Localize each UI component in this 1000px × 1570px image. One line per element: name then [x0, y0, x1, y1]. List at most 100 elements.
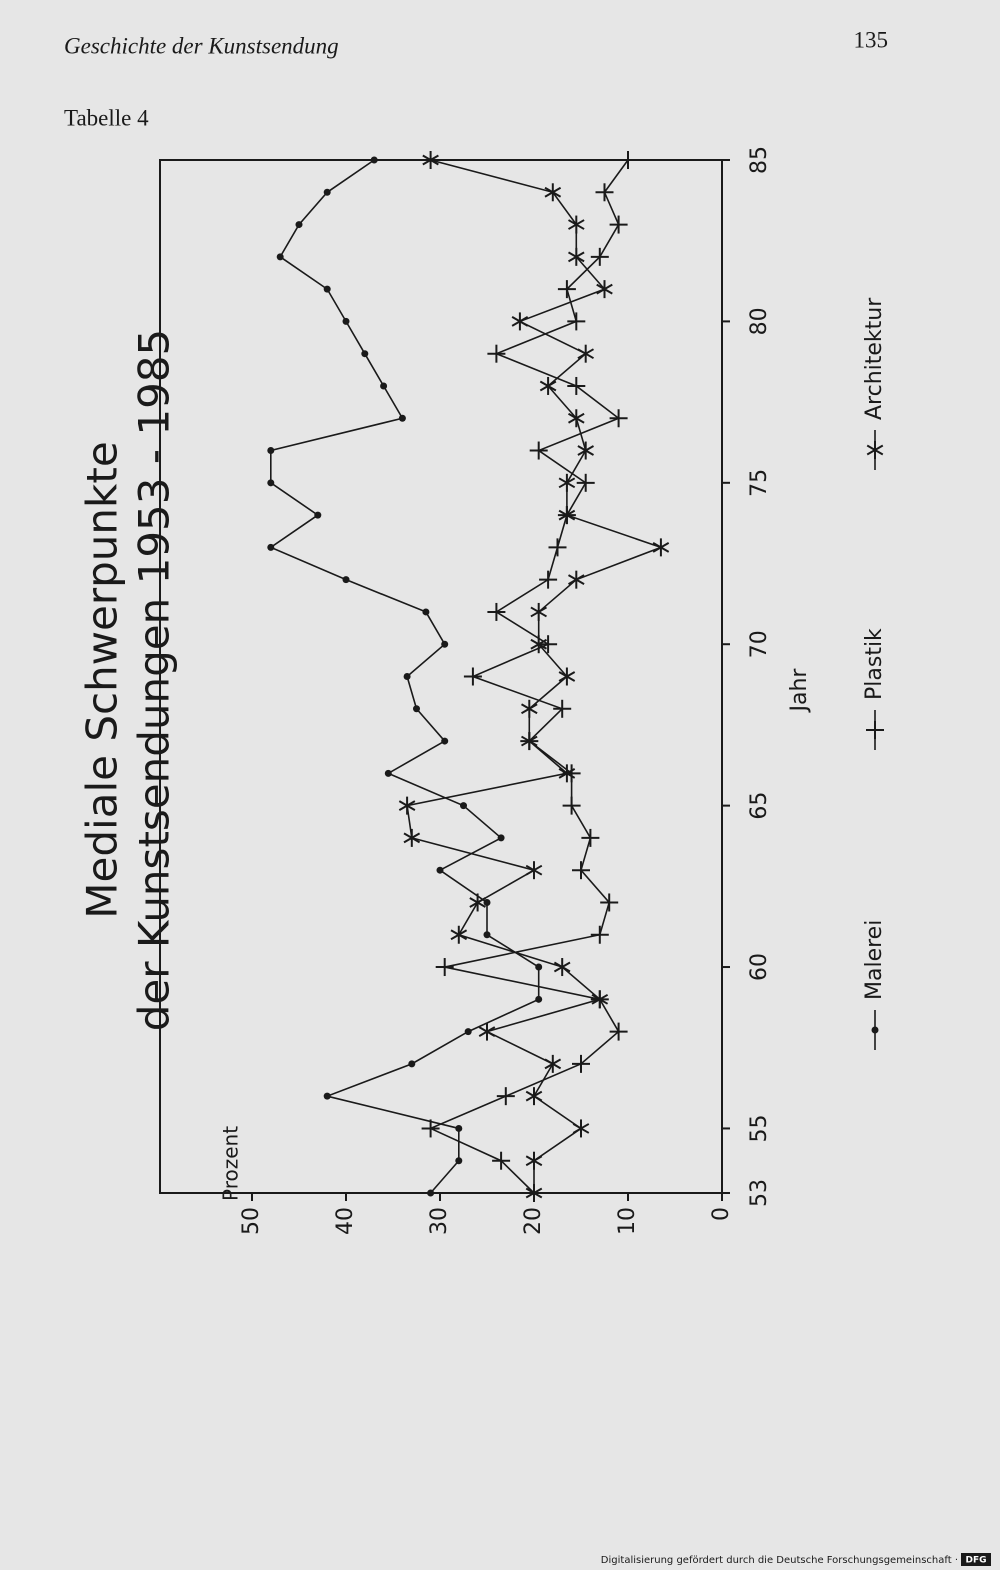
y-tick-label: 40	[333, 1207, 358, 1235]
dot	[413, 705, 420, 713]
x-tick-label: 80	[747, 307, 772, 335]
asterisk-arm	[450, 929, 468, 941]
dot	[267, 479, 275, 487]
asterisk-arm	[558, 767, 576, 779]
asterisk-arm	[568, 412, 585, 424]
marker	[267, 543, 275, 551]
marker	[276, 253, 284, 261]
asterisk-arm	[568, 574, 585, 586]
dot	[403, 673, 411, 680]
dot	[871, 1026, 879, 1034]
chart: Mediale Schwerpunkte der Kunstsendungen 1…	[78, 146, 888, 1235]
marker	[553, 699, 572, 718]
running-head: Geschichte der Kunstsendung	[64, 33, 339, 58]
marker	[463, 667, 482, 686]
dot	[408, 1060, 416, 1068]
marker	[535, 963, 543, 971]
x-tick-label: 75	[747, 469, 772, 497]
x-tick-label: 65	[747, 792, 772, 820]
marker	[422, 151, 439, 169]
marker	[323, 1092, 331, 1100]
asterisk-arm	[521, 703, 538, 715]
marker	[553, 958, 571, 977]
marker	[384, 769, 392, 777]
marker	[323, 188, 331, 196]
marker	[455, 1157, 463, 1165]
marker	[487, 344, 506, 363]
asterisk-arm	[568, 219, 585, 230]
marker	[370, 156, 378, 164]
marker	[572, 1119, 590, 1138]
dot	[384, 769, 392, 777]
marker	[511, 312, 529, 331]
x-tick-label: 70	[747, 630, 772, 658]
dot	[422, 608, 430, 616]
asterisk-arm	[539, 380, 557, 392]
marker	[568, 247, 585, 266]
dot	[483, 931, 491, 939]
asterisk-arm	[577, 445, 594, 456]
dot	[398, 414, 406, 422]
marker	[619, 151, 637, 169]
marker	[295, 221, 303, 229]
dot	[323, 188, 331, 196]
x-tick-label: 85	[747, 146, 772, 174]
marker	[361, 350, 369, 358]
marker	[436, 866, 444, 874]
dot	[436, 866, 444, 874]
asterisk-arm	[558, 671, 576, 682]
marker	[568, 570, 585, 589]
marker	[581, 828, 600, 847]
marker	[558, 667, 576, 686]
marker	[413, 705, 420, 713]
dot	[460, 802, 467, 810]
x-tick-label: 60	[747, 953, 772, 981]
dot	[295, 221, 303, 229]
marker	[398, 414, 406, 422]
asterisk-arm	[525, 1090, 543, 1102]
table-label: Tabelle 4	[64, 105, 149, 130]
asterisk-arm	[577, 348, 594, 360]
marker	[558, 764, 576, 783]
marker	[544, 183, 562, 202]
asterisk-arm	[530, 606, 547, 618]
marker	[487, 602, 506, 621]
marker	[478, 1022, 496, 1041]
asterisk-arm	[511, 316, 529, 327]
marker	[591, 990, 609, 1009]
dot	[267, 543, 275, 551]
marker	[455, 1124, 463, 1132]
footer-logo: DFG	[965, 1556, 986, 1566]
asterisk-arm	[478, 1026, 496, 1037]
marker	[403, 828, 421, 847]
marker	[342, 317, 350, 325]
marker	[403, 673, 411, 680]
marker	[529, 441, 548, 460]
dot	[314, 511, 322, 519]
marker	[380, 382, 388, 390]
dot	[464, 1028, 472, 1036]
marker	[609, 215, 628, 234]
marker	[562, 796, 581, 815]
marker	[866, 441, 884, 459]
asterisk-arm	[469, 897, 486, 908]
marker	[567, 312, 586, 331]
marker	[421, 1119, 440, 1138]
marker	[577, 441, 594, 460]
marker	[558, 473, 576, 492]
dot	[455, 1124, 463, 1132]
marker	[496, 1087, 515, 1106]
x-tick-label: 55	[747, 1114, 772, 1142]
legend-label: Plastik	[862, 628, 887, 700]
marker	[521, 732, 538, 751]
dot	[441, 640, 449, 648]
marker	[464, 1028, 472, 1036]
marker	[441, 640, 449, 648]
marker	[558, 506, 576, 525]
footer-logo-box	[961, 1553, 991, 1566]
asterisk-arm	[544, 186, 562, 198]
y-tick-label: 10	[615, 1207, 640, 1235]
